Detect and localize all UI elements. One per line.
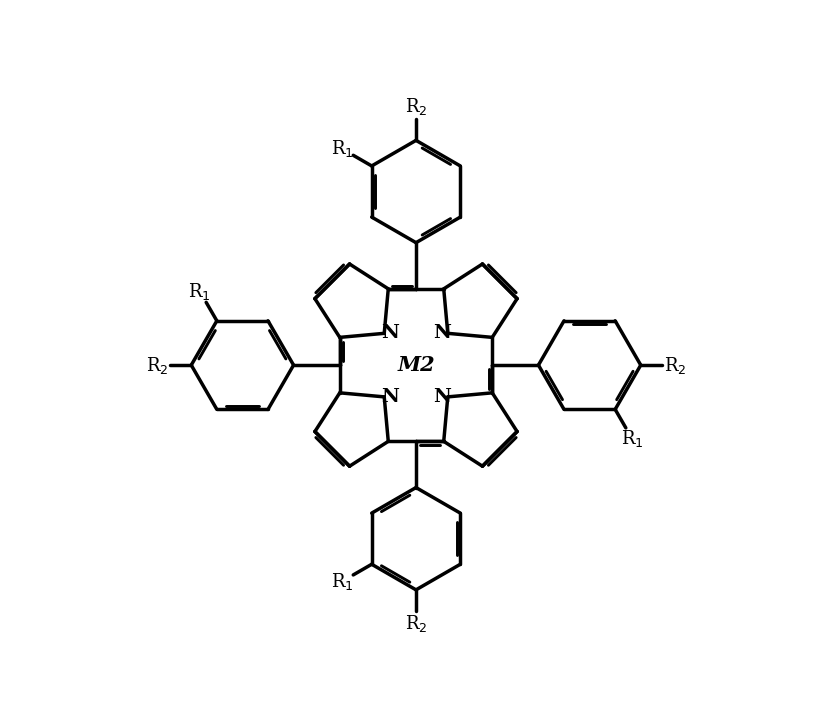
- Text: N: N: [433, 324, 451, 342]
- Text: N: N: [381, 324, 399, 342]
- Text: R$_1$: R$_1$: [189, 281, 211, 301]
- Text: N: N: [381, 388, 399, 406]
- Text: R$_2$: R$_2$: [404, 614, 428, 634]
- Text: R$_2$: R$_2$: [404, 96, 428, 117]
- Text: R$_1$: R$_1$: [621, 428, 643, 450]
- Text: M2: M2: [397, 355, 435, 375]
- Text: R$_1$: R$_1$: [331, 138, 354, 160]
- Text: R$_2$: R$_2$: [664, 354, 686, 376]
- Text: R$_1$: R$_1$: [331, 571, 354, 592]
- Text: N: N: [433, 388, 451, 406]
- Text: R$_2$: R$_2$: [146, 354, 168, 376]
